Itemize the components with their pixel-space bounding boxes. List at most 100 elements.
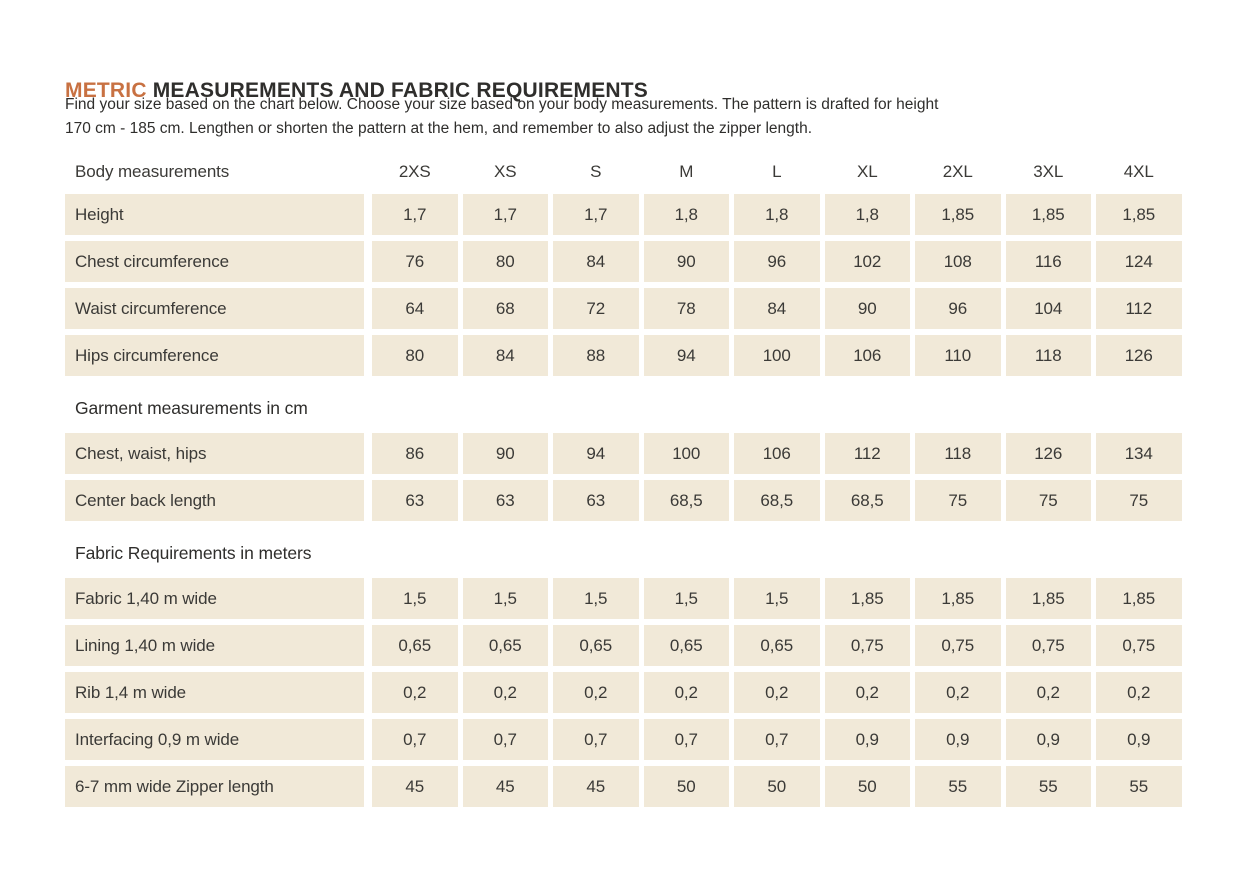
value-cell: 100 — [643, 433, 729, 474]
value-cell: 1,85 — [1096, 578, 1182, 619]
row-label: Lining 1,40 m wide — [65, 625, 364, 666]
table-row: Height 1,7 1,7 1,7 1,8 1,8 1,8 1,85 1,85 1,85 — [65, 194, 1182, 235]
value-cell: 0,2 — [372, 672, 458, 713]
row-label: Chest, waist, hips — [65, 433, 364, 474]
intro-line-1: Find your size based on the chart below.… — [65, 96, 939, 113]
row-label: Hips circumference — [65, 335, 364, 376]
value-cell: 100 — [734, 335, 820, 376]
page-title-rest: MEASUREMENTS AND FABRIC REQUIREMENTS — [146, 79, 649, 103]
value-cell: 1,5 — [553, 578, 639, 619]
value-cell: 45 — [462, 766, 548, 807]
row-label: Interfacing 0,9 m wide — [65, 719, 364, 760]
intro-paragraph: Find your size based on the chart below.… — [65, 93, 938, 140]
column-header-size: XL — [856, 162, 878, 181]
column-header-size: 3XL — [1033, 162, 1064, 181]
value-cell: 1,5 — [462, 578, 548, 619]
value-cell: 1,5 — [372, 578, 458, 619]
value-cell: 102 — [824, 241, 910, 282]
value-cell: 55 — [1005, 766, 1091, 807]
column-header-size: 2XS — [398, 162, 431, 181]
value-cell: 134 — [1096, 433, 1182, 474]
table-row: Lining 1,40 m wide 0,65 0,65 0,65 0,65 0,65 0,… — [65, 625, 1182, 666]
value-cell: 84 — [553, 241, 639, 282]
value-cell: 0,75 — [824, 625, 910, 666]
value-cell: 1,85 — [915, 578, 1001, 619]
value-cell: 0,2 — [824, 672, 910, 713]
value-cell: 50 — [643, 766, 729, 807]
page-title: METRIC MEASUREMENTS AND FABRIC REQUIREME… — [65, 78, 648, 104]
value-cell: 96 — [915, 288, 1001, 329]
value-cell: 0,2 — [1096, 672, 1182, 713]
table-row: Fabric 1,40 m wide 1,5 1,5 1,5 1,5 1,5 1,85 1,8… — [65, 578, 1182, 619]
value-cell: 112 — [1096, 288, 1182, 329]
value-cell: 126 — [1005, 433, 1091, 474]
value-cell: 84 — [734, 288, 820, 329]
value-cell: 0,2 — [915, 672, 1001, 713]
value-cell: 50 — [824, 766, 910, 807]
value-cell: 64 — [372, 288, 458, 329]
value-cell: 0,9 — [1005, 719, 1091, 760]
column-header-size: 4XL — [1123, 162, 1154, 181]
value-cell: 1,85 — [1005, 578, 1091, 619]
value-cell: 45 — [372, 766, 458, 807]
value-cell: 1,8 — [643, 194, 729, 235]
value-cell: 75 — [915, 480, 1001, 521]
row-label: Center back length — [65, 480, 364, 521]
table-body: Height 1,7 1,7 1,7 1,8 1,8 1,8 1,85 1,85 1,85 Ches… — [65, 194, 1182, 807]
table-row: Rib 1,4 m wide 0,2 0,2 0,2 0,2 0,2 0,2 0,2 0,2 0,… — [65, 672, 1182, 713]
value-cell: 76 — [372, 241, 458, 282]
value-cell: 1,5 — [734, 578, 820, 619]
table-row: Hips circumference 80 84 88 94 100 106 110 118 12… — [65, 335, 1182, 376]
value-cell: 104 — [1005, 288, 1091, 329]
value-cell: 63 — [553, 480, 639, 521]
value-cell: 84 — [462, 335, 548, 376]
table-row: Waist circumference 64 68 72 78 84 90 96 104 112 — [65, 288, 1182, 329]
value-cell: 0,7 — [553, 719, 639, 760]
value-cell: 108 — [915, 241, 1001, 282]
value-cell: 0,7 — [643, 719, 729, 760]
section-heading: Garment measurements in cm — [75, 397, 308, 418]
value-cell: 0,9 — [824, 719, 910, 760]
column-header-body-measurements: Body measurements — [75, 162, 230, 181]
value-cell: 75 — [1005, 480, 1091, 521]
value-cell: 1,7 — [462, 194, 548, 235]
value-cell: 0,65 — [734, 625, 820, 666]
value-cell: 0,2 — [734, 672, 820, 713]
value-cell: 1,7 — [372, 194, 458, 235]
value-cell: 86 — [372, 433, 458, 474]
column-header-size: 2XL — [942, 162, 973, 181]
column-header-size: L — [772, 162, 782, 181]
value-cell: 94 — [643, 335, 729, 376]
value-cell: 80 — [462, 241, 548, 282]
column-header-size: XS — [494, 162, 517, 181]
value-cell: 78 — [643, 288, 729, 329]
value-cell: 94 — [553, 433, 639, 474]
value-cell: 1,85 — [1005, 194, 1091, 235]
value-cell: 50 — [734, 766, 820, 807]
table-row: Chest circumference 76 80 84 90 96 102 108 116 12… — [65, 241, 1182, 282]
value-cell: 0,65 — [643, 625, 729, 666]
value-cell: 88 — [553, 335, 639, 376]
value-cell: 0,65 — [462, 625, 548, 666]
column-header-size: S — [590, 162, 602, 181]
value-cell: 0,7 — [734, 719, 820, 760]
intro-line-2: 170 cm - 185 cm. Lengthen or shorten the… — [65, 119, 813, 137]
value-cell: 80 — [372, 335, 458, 376]
value-cell: 118 — [1005, 335, 1091, 376]
value-cell: 0,2 — [643, 672, 729, 713]
column-header-size: M — [679, 162, 694, 181]
value-cell: 68 — [462, 288, 548, 329]
value-cell: 106 — [734, 433, 820, 474]
value-cell: 55 — [915, 766, 1001, 807]
table-row: Chest, waist, hips 86 90 94 100 106 112 118 126 1… — [65, 433, 1182, 474]
value-cell: 0,75 — [915, 625, 1001, 666]
value-cell: 55 — [1096, 766, 1182, 807]
value-cell: 68,5 — [643, 480, 729, 521]
value-cell: 0,2 — [462, 672, 548, 713]
section-heading: Fabric Requirements in meters — [75, 542, 312, 563]
value-cell: 0,9 — [1096, 719, 1182, 760]
value-cell: 0,75 — [1096, 625, 1182, 666]
row-label: Height — [65, 194, 364, 235]
value-cell: 112 — [824, 433, 910, 474]
